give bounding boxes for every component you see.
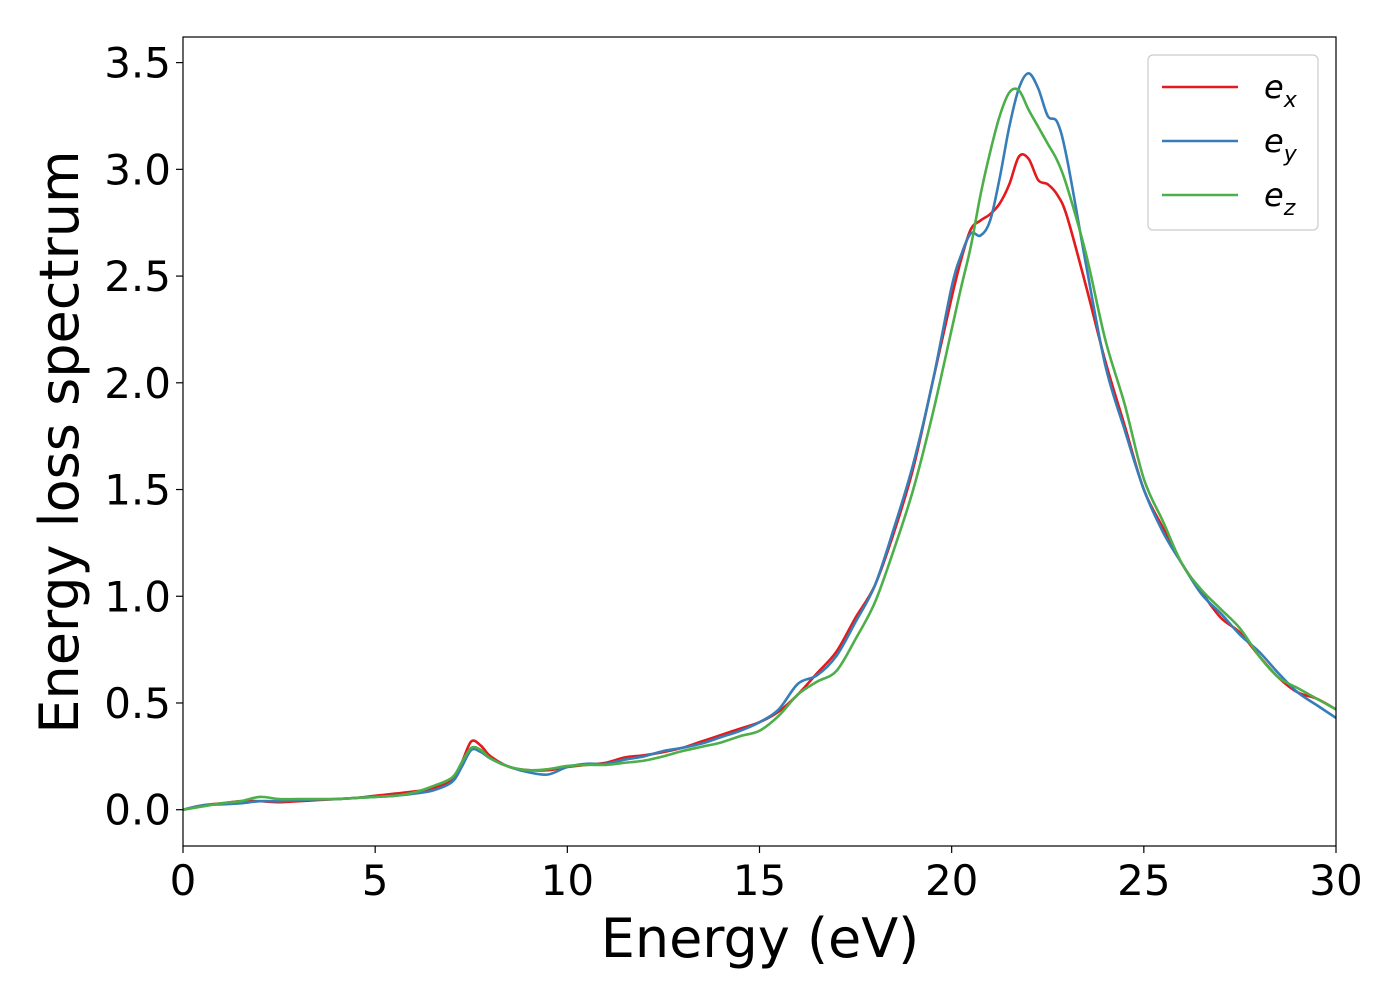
x-tick-label: 20 — [925, 856, 978, 905]
legend-label-ey: ey — [1264, 122, 1298, 167]
legend-box — [1147, 54, 1319, 231]
x-axis-label: Energy (eV) — [601, 907, 920, 970]
y-tick-label: 3.5 — [104, 39, 171, 88]
series-line-ex — [183, 153, 1336, 811]
ticks-layer: 0 5 10 15 20 25 30 0.0 0.5 1.0 1.5 2.0 2.5 3.0 3.5 — [104, 39, 1363, 905]
x-tick-label: 25 — [1117, 856, 1170, 905]
y-tick-label: 3.0 — [104, 145, 171, 194]
y-tick-label: 0.5 — [104, 679, 171, 728]
y-tick-label: 0.0 — [104, 786, 171, 835]
y-axis-label: Energy loss spectrum — [28, 150, 91, 733]
y-tick-label: 2.5 — [104, 252, 171, 301]
x-tick-label: 10 — [541, 856, 594, 905]
y-tick-label: 1.0 — [104, 572, 171, 621]
y-tick-label: 1.5 — [104, 466, 171, 515]
x-tick-label: 5 — [362, 856, 389, 905]
legend-label-ez: ez — [1264, 176, 1296, 221]
y-tick-label: 2.0 — [104, 359, 171, 408]
series-layer — [183, 71, 1336, 811]
legend: ex ey ez — [1147, 54, 1319, 231]
x-tick-label: 0 — [170, 856, 197, 905]
legend-label-ex: ex — [1264, 68, 1298, 113]
x-tick-label: 15 — [733, 856, 786, 905]
series-line-ez — [183, 87, 1336, 811]
x-tick-label: 30 — [1309, 856, 1362, 905]
